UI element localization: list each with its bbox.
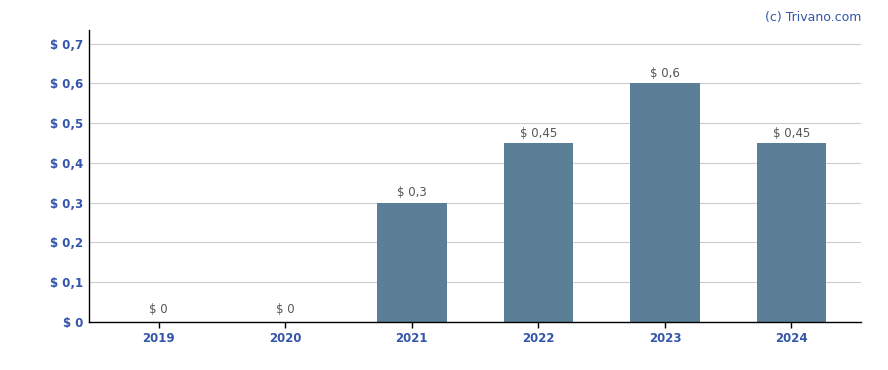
Text: $ 0: $ 0: [276, 303, 295, 316]
Bar: [757, 143, 826, 322]
Text: $ 0: $ 0: [149, 303, 168, 316]
Bar: [503, 143, 573, 322]
Text: $ 0,6: $ 0,6: [650, 67, 680, 80]
Bar: [630, 83, 700, 322]
Text: $ 0,45: $ 0,45: [773, 127, 810, 140]
Bar: [377, 203, 447, 322]
Text: $ 0,3: $ 0,3: [397, 186, 426, 199]
Text: $ 0,45: $ 0,45: [519, 127, 557, 140]
Text: (c) Trivano.com: (c) Trivano.com: [765, 11, 861, 24]
